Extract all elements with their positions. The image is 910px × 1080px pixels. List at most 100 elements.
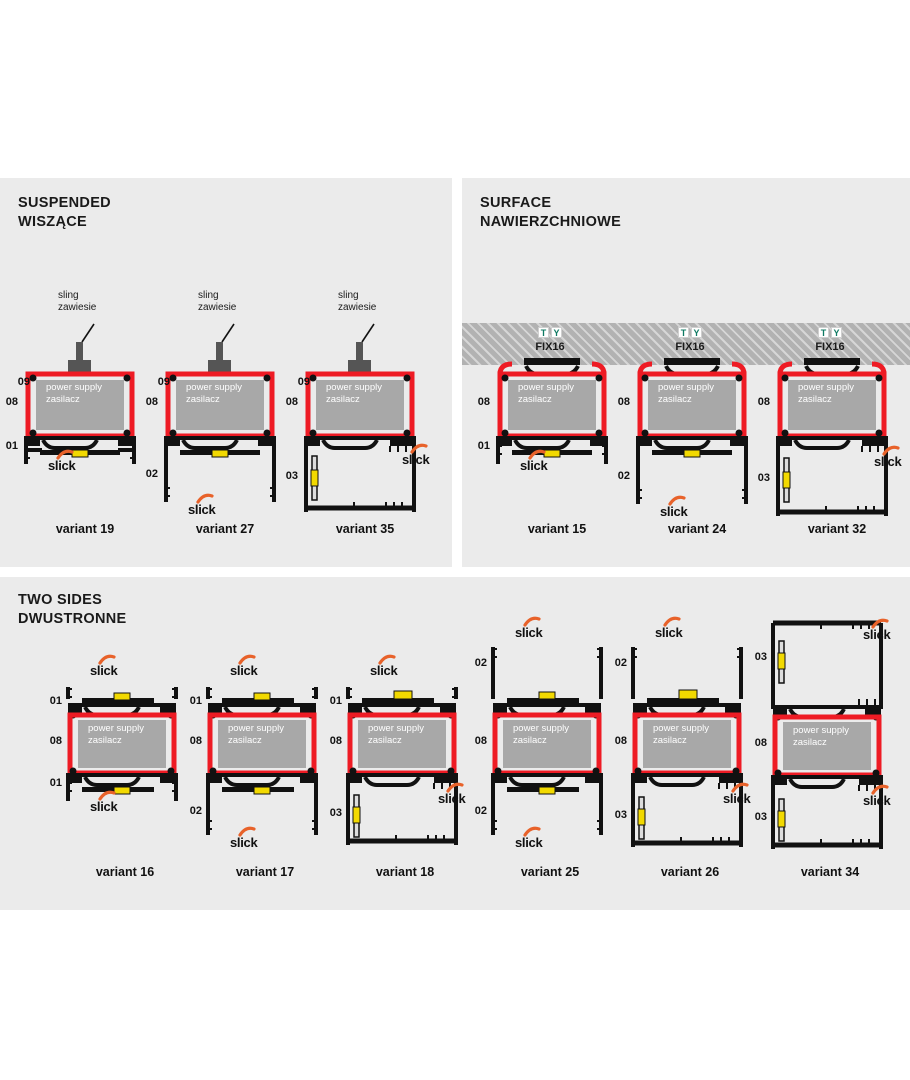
power-supply-text: power supply zasilacz — [513, 723, 569, 746]
slick-arc-icon — [56, 449, 74, 460]
section-code-09: 09 — [17, 376, 30, 388]
section-code-03: 03 — [757, 472, 770, 484]
section-code-01: 01 — [477, 440, 490, 452]
slick-logo-top: slick — [515, 616, 543, 640]
section-code-01-top: 01 — [329, 695, 342, 707]
slick-arc-icon — [98, 790, 116, 801]
section-code-02: 02 — [617, 470, 630, 482]
power-supply-text: power supply zasilacz — [186, 382, 242, 405]
profile-drawing-variant-34 — [771, 620, 883, 849]
slick-arc-icon — [731, 782, 749, 793]
profile-drawing-variant-32 — [776, 358, 888, 516]
variant-name: variant 16 — [95, 865, 155, 879]
panel-suspended: SUSPENDED WISZĄCE sling zawiesie 09 08 0… — [0, 178, 452, 567]
slick-arc-icon — [98, 654, 116, 665]
variant-name: variant 32 — [807, 522, 867, 536]
variant-name: variant 25 — [520, 865, 580, 879]
slick-logo-top: slick — [370, 654, 398, 678]
section-code-08: 08 — [474, 735, 487, 747]
section-code-08: 08 — [329, 735, 342, 747]
section-code-02-top: 02 — [474, 657, 487, 669]
slick-logo-side: slick — [438, 782, 466, 806]
profile-drawing-variant-27 — [164, 323, 276, 502]
section-code-08: 08 — [285, 396, 298, 408]
panel-title-two-sides: TWO SIDES DWUSTRONNE — [18, 592, 127, 628]
power-supply-text: power supply zasilacz — [658, 382, 714, 405]
profile-drawing-variant-18 — [346, 687, 458, 845]
power-supply-text: power supply zasilacz — [46, 382, 102, 405]
slick-logo: slick — [660, 495, 688, 519]
power-supply-text: power supply zasilacz — [653, 723, 709, 746]
variant-name: variant 15 — [527, 522, 587, 536]
variant-name: variant 17 — [235, 865, 295, 879]
profile-drawing-variant-35 — [304, 323, 416, 512]
slick-logo: slick — [520, 449, 548, 473]
figure-variant-25[interactable]: 02 08 02 power supply zasilacz slick sli… — [475, 616, 625, 869]
section-code-01-top: 01 — [49, 695, 62, 707]
panel-title-suspended: SUSPENDED WISZĄCE — [18, 195, 111, 231]
slick-arc-icon — [523, 616, 541, 627]
variant-name: variant 34 — [800, 865, 860, 879]
slick-logo-bottom: slick — [90, 790, 118, 814]
profile-drawing-variant-16 — [66, 687, 178, 801]
slick-logo: slick — [48, 449, 76, 473]
slick-arc-icon — [668, 495, 686, 506]
variant-name: variant 24 — [667, 522, 727, 536]
slick-logo-bottom: slick — [230, 826, 258, 850]
variant-name: variant 27 — [195, 522, 255, 536]
figure-variant-27[interactable]: sling zawiesie 09 08 02 power supply zas… — [146, 290, 310, 520]
section-code-01-top: 01 — [189, 695, 202, 707]
section-code-03-top: 03 — [754, 651, 767, 663]
figure-variant-17[interactable]: 01 08 02 power supply zasilacz slick sli… — [190, 654, 340, 859]
power-supply-text: power supply zasilacz — [368, 723, 424, 746]
power-supply-text: power supply zasilacz — [88, 723, 144, 746]
slick-arc-icon — [238, 654, 256, 665]
slick-arc-icon — [446, 782, 464, 793]
section-code-03-bottom: 03 — [754, 811, 767, 823]
section-code-03: 03 — [285, 470, 298, 482]
slick-logo-bottom: slick — [515, 826, 543, 850]
variant-name: variant 18 — [375, 865, 435, 879]
section-code-03: 03 — [329, 807, 342, 819]
slick-arc-icon — [663, 616, 681, 627]
slick-arc-icon — [882, 445, 900, 456]
panel-title-surface: SURFACE NAWIERZCHNIOWE — [480, 195, 622, 231]
slick-logo: slick — [402, 443, 430, 467]
section-code-08: 08 — [145, 396, 158, 408]
profile-drawing-variant-17 — [206, 687, 318, 835]
profile-drawing-variant-26 — [631, 647, 743, 847]
figure-variant-19[interactable]: sling zawiesie 09 08 01 power supply zas… — [6, 290, 170, 490]
slick-arc-icon — [196, 493, 214, 504]
variant-name: variant 35 — [335, 522, 395, 536]
section-code-02-bottom: 02 — [474, 805, 487, 817]
panel-two-sides: TWO SIDES DWUSTRONNE 01 08 01 — [0, 577, 910, 910]
sling-label: sling zawiesie — [338, 290, 377, 313]
slick-logo: slick — [188, 493, 216, 517]
figure-variant-34[interactable]: 03 08 03 power supply zasilacz slick sli… — [755, 615, 905, 885]
figure-variant-35[interactable]: sling zawiesie 09 08 03 power supply zas… — [286, 290, 450, 530]
figure-variant-16[interactable]: 01 08 01 power supply zasilacz slick sli… — [50, 654, 200, 829]
section-code-09: 09 — [157, 376, 170, 388]
slick-arc-icon — [410, 443, 428, 454]
figure-variant-18[interactable]: 01 08 03 power supply zasilacz slick sli… — [330, 654, 480, 869]
power-supply-text: power supply zasilacz — [518, 382, 574, 405]
profile-drawing-variant-24 — [636, 358, 748, 504]
slick-logo-top: slick — [230, 654, 258, 678]
sling-label: sling zawiesie — [198, 290, 237, 313]
section-code-08: 08 — [49, 735, 62, 747]
section-code-08: 08 — [189, 735, 202, 747]
section-code-01-bottom: 01 — [49, 777, 62, 789]
section-code-08: 08 — [5, 396, 18, 408]
figure-variant-26[interactable]: 02 08 03 power supply zasilacz slick sli… — [615, 616, 765, 879]
slick-arc-icon — [528, 449, 546, 460]
profile-drawing-variant-25 — [491, 647, 603, 835]
